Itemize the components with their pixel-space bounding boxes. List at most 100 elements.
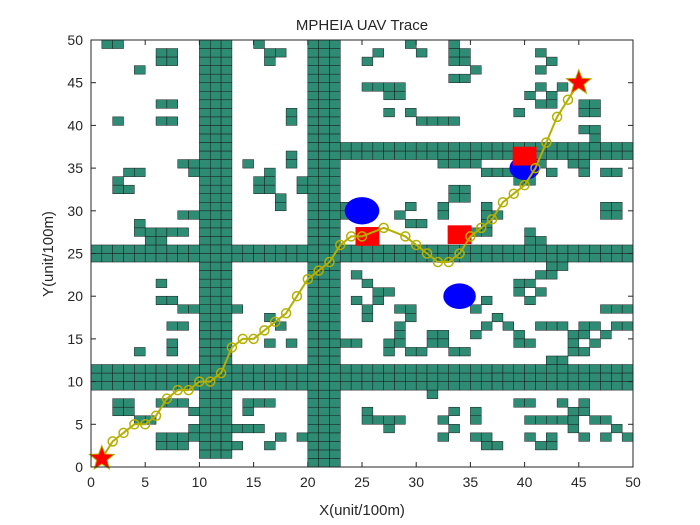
- obstacle-cell: [535, 65, 547, 75]
- obstacle-cell: [621, 432, 633, 442]
- obstacle-wall-cell: [220, 270, 233, 280]
- obstacle-wall-cell: [318, 142, 330, 152]
- obstacle-cell: [307, 184, 319, 194]
- obstacle-wall-cell: [318, 125, 330, 135]
- obstacle-wall-cell: [329, 287, 341, 297]
- obstacle-wall-cell: [155, 244, 168, 254]
- obstacle-cell: [329, 424, 341, 434]
- obstacle-wall-cell: [307, 287, 319, 297]
- obstacle-cell: [155, 432, 168, 442]
- obstacle-wall-cell: [437, 372, 449, 382]
- obstacle-wall-cell: [307, 458, 319, 467]
- obstacle-wall-cell: [209, 142, 222, 152]
- obstacle-wall-cell: [318, 321, 330, 331]
- obstacle-wall-cell: [329, 304, 341, 314]
- obstacle-wall-cell: [318, 193, 330, 203]
- obstacle-wall-cell: [318, 99, 330, 109]
- obstacle-wall-cell: [209, 398, 222, 408]
- obstacle-cell: [600, 330, 612, 340]
- obstacle-cell: [480, 321, 493, 331]
- obstacle-cell: [383, 415, 395, 425]
- obstacle-wall-cell: [480, 364, 493, 374]
- obstacle-wall-cell: [491, 253, 504, 263]
- obstacle-cell: [340, 338, 352, 348]
- obstacle-wall-cell: [329, 40, 341, 49]
- obstacle-wall-cell: [307, 90, 319, 101]
- obstacle-wall-cell: [405, 253, 417, 263]
- obstacle-wall-cell: [329, 347, 341, 357]
- obstacle-wall-cell: [144, 364, 157, 374]
- obstacle-wall-cell: [199, 82, 211, 92]
- obstacle-wall-cell: [556, 142, 569, 152]
- obstacle-wall-cell: [199, 90, 211, 101]
- obstacle-wall-cell: [470, 142, 482, 152]
- obstacle-wall-cell: [285, 381, 298, 391]
- obstacle-wall-cell: [426, 150, 439, 160]
- obstacle-wall-cell: [242, 381, 254, 391]
- obstacle-wall-cell: [199, 133, 211, 143]
- obstacle-wall-cell: [209, 355, 222, 365]
- obstacle-wall-cell: [318, 236, 330, 246]
- obstacle-cell: [155, 48, 168, 58]
- obstacle-wall-cell: [101, 372, 113, 382]
- obstacle-wall-cell: [144, 253, 157, 263]
- obstacle-wall-cell: [101, 364, 113, 374]
- obstacle-wall-cell: [556, 244, 569, 254]
- obstacle-cell: [480, 432, 493, 442]
- obstacle-wall-cell: [329, 449, 341, 459]
- obstacle-wall-cell: [600, 364, 612, 374]
- obstacle-wall-cell: [101, 381, 113, 391]
- obstacle-cell: [611, 202, 623, 212]
- obstacle-cell: [372, 295, 384, 305]
- obstacle-wall-cell: [459, 142, 471, 152]
- uav-path-point: [313, 265, 324, 276]
- obstacle-cell: [264, 441, 276, 451]
- obstacle-wall-cell: [578, 244, 590, 254]
- obstacle-cell: [546, 167, 558, 177]
- obstacle-wall-cell: [209, 159, 222, 169]
- obstacle-wall-cell: [307, 210, 319, 220]
- obstacle-wall-cell: [437, 381, 449, 391]
- obstacle-wall-cell: [567, 150, 580, 160]
- obstacle-cell: [405, 347, 417, 357]
- obstacle-wall-cell: [275, 253, 287, 263]
- obstacle-cell: [134, 227, 146, 237]
- obstacle-cell: [459, 184, 471, 194]
- obstacle-wall-cell: [209, 133, 222, 143]
- obstacle-cell: [231, 441, 244, 451]
- obstacle-wall-cell: [470, 381, 482, 391]
- obstacle-cell: [524, 295, 536, 305]
- obstacle-cell: [578, 125, 590, 135]
- obstacle-wall-cell: [220, 159, 233, 169]
- obstacle-wall-cell: [546, 364, 558, 374]
- obstacle-cell: [567, 347, 580, 357]
- obstacle-wall-cell: [134, 364, 146, 374]
- obstacle-wall-cell: [209, 287, 222, 297]
- obstacle-cell: [470, 330, 482, 340]
- uav-path-point: [194, 376, 205, 387]
- obstacle-cell: [556, 398, 569, 408]
- obstacle-cell: [448, 193, 460, 203]
- obstacle-wall-cell: [91, 253, 103, 263]
- obstacle-cell: [405, 40, 417, 49]
- obstacle-wall-cell: [307, 441, 319, 451]
- obstacle-wall-cell: [209, 210, 222, 220]
- obstacle-wall-cell: [209, 295, 222, 305]
- x-tick-label: 35: [463, 474, 479, 490]
- obstacle-wall-cell: [621, 364, 633, 374]
- obstacle-wall-cell: [188, 253, 200, 263]
- obstacle-cell: [513, 398, 525, 408]
- obstacle-wall-cell: [123, 364, 135, 374]
- obstacle-wall-cell: [242, 372, 254, 382]
- obstacle-cell: [448, 116, 460, 126]
- obstacle-wall-cell: [480, 253, 493, 263]
- obstacle-cell: [112, 40, 124, 49]
- obstacle-cell: [394, 210, 406, 220]
- obstacle-cell: [437, 116, 449, 126]
- obstacle-wall-cell: [209, 261, 222, 271]
- obstacle-wall-cell: [123, 372, 135, 382]
- obstacle-cell: [372, 48, 384, 58]
- obstacle-cell: [589, 321, 601, 331]
- obstacle-wall-cell: [578, 253, 590, 263]
- obstacle-wall-cell: [480, 244, 493, 254]
